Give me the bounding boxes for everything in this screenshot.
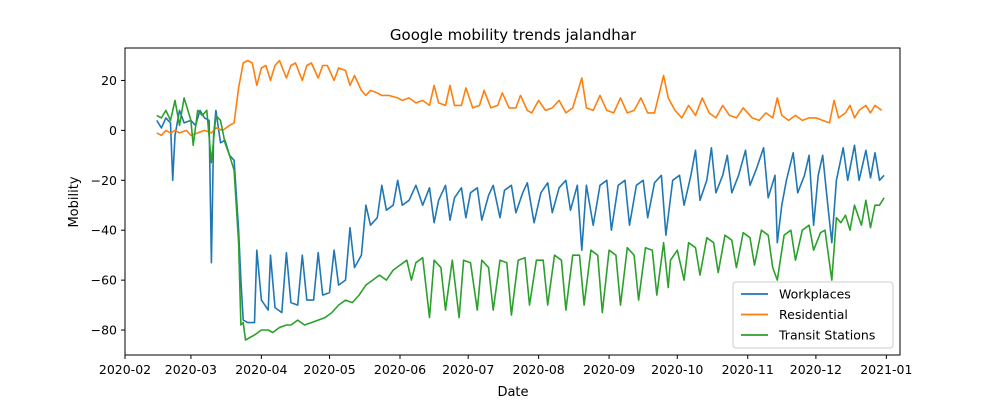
x-axis: 2020-02 2020-03 2020-04 2020-05 2020-06 2020-… bbox=[99, 355, 912, 377]
legend-entry: Residential bbox=[779, 307, 848, 322]
y-tick-label: −40 bbox=[91, 223, 117, 238]
x-tick-label: 2020-06 bbox=[374, 362, 426, 377]
legend-box bbox=[732, 281, 894, 349]
series-line-workplaces bbox=[156, 109, 885, 324]
plot-lines bbox=[156, 59, 885, 341]
y-tick-label: −80 bbox=[91, 323, 117, 338]
y-tick-label: 0 bbox=[109, 123, 117, 138]
legend: Workplaces Residential Transit Stations bbox=[732, 281, 894, 349]
x-tick-label: 2020-12 bbox=[790, 362, 842, 377]
y-axis: 20 0 −20 −40 −60 −80 bbox=[91, 73, 125, 338]
y-tick-label: −60 bbox=[91, 273, 117, 288]
plot-frame bbox=[124, 47, 901, 356]
chart-title: Google mobility trends jalandhar bbox=[390, 26, 637, 44]
x-tick-label: 2020-04 bbox=[235, 362, 287, 377]
y-tick-label: 20 bbox=[101, 73, 117, 88]
x-tick-label: 2020-02 bbox=[99, 362, 151, 377]
y-tick-label: −20 bbox=[91, 173, 117, 188]
x-tick-label: 2020-11 bbox=[722, 362, 774, 377]
legend-entry: Workplaces bbox=[779, 287, 851, 302]
x-tick-label: 2021-01 bbox=[860, 362, 912, 377]
x-tick-label: 2020-03 bbox=[165, 362, 217, 377]
series-line-residential bbox=[156, 59, 883, 137]
x-tick-label: 2020-05 bbox=[303, 362, 355, 377]
legend-entry: Transit Stations bbox=[778, 328, 875, 343]
series-line-transit-stations bbox=[156, 97, 885, 341]
x-tick-label: 2020-09 bbox=[583, 362, 635, 377]
x-tick-label: 2020-07 bbox=[442, 362, 494, 377]
x-tick-label: 2020-10 bbox=[651, 362, 703, 377]
x-tick-label: 2020-08 bbox=[513, 362, 565, 377]
y-axis-label: Mobility bbox=[67, 176, 82, 227]
x-axis-label: Date bbox=[497, 385, 528, 400]
